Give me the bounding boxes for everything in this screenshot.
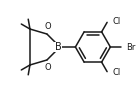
- Text: O: O: [45, 22, 51, 31]
- Text: Cl: Cl: [112, 68, 120, 77]
- Text: Br: Br: [126, 42, 136, 52]
- Text: Cl: Cl: [112, 17, 120, 26]
- Text: B: B: [55, 42, 61, 52]
- Text: O: O: [45, 63, 51, 72]
